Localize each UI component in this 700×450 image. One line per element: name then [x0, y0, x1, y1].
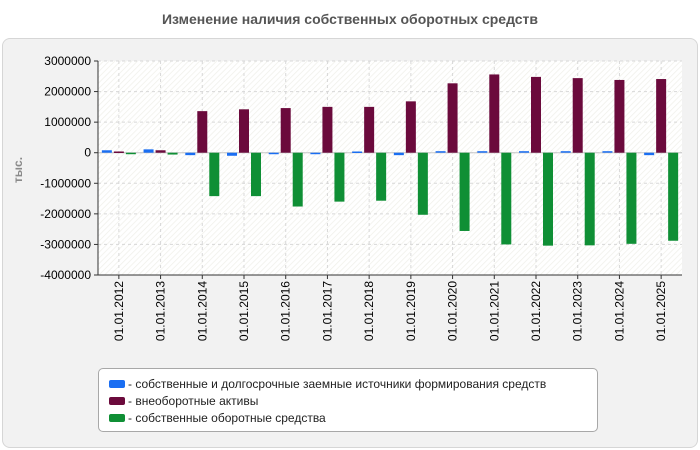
x-tick-label: 01.01.2023: [571, 281, 585, 341]
bar-fixed-assets[interactable]: [447, 83, 458, 153]
legend: - собственные и долгосрочные заемные ист…: [98, 368, 598, 432]
legend-label-working-capital: - собственные оборотные средства: [128, 410, 326, 425]
legend-swatch-fixed-assets: [109, 396, 125, 405]
bar-fixed-assets[interactable]: [197, 111, 208, 153]
y-tick-label: 1000000: [44, 115, 91, 129]
bar-fixed-assets[interactable]: [489, 74, 500, 153]
x-tick-label: 01.01.2024: [612, 281, 626, 341]
y-tick-label: -1000000: [40, 176, 91, 190]
y-tick-label: 3000000: [44, 54, 91, 68]
bar-working-capital[interactable]: [209, 152, 220, 197]
y-tick-label: -4000000: [40, 268, 91, 282]
bar-working-capital[interactable]: [626, 152, 637, 244]
y-axis-label: тыс.: [11, 156, 25, 184]
bar-working-capital[interactable]: [167, 152, 178, 155]
x-tick-label: 01.01.2015: [237, 281, 251, 341]
bar-working-capital[interactable]: [543, 152, 553, 246]
x-tick-label: 01.01.2014: [195, 281, 209, 341]
bar-working-capital[interactable]: [584, 152, 595, 246]
x-tick-label: 01.01.2016: [279, 281, 293, 341]
bar-sources[interactable]: [185, 152, 196, 156]
x-tick-label: 01.01.2021: [487, 281, 501, 341]
x-tick-label: 01.01.2018: [362, 281, 376, 341]
x-tick-label: 01.01.2020: [446, 281, 460, 341]
x-tick-label: 01.01.2017: [320, 281, 334, 341]
x-tick-label: 01.01.2019: [404, 281, 418, 341]
bar-fixed-assets[interactable]: [572, 78, 583, 153]
y-tick-label: 0: [84, 146, 91, 160]
y-tick-label: 2000000: [44, 85, 91, 99]
bar-sources[interactable]: [393, 152, 404, 156]
bar-fixed-assets[interactable]: [113, 151, 124, 153]
bar-sources[interactable]: [644, 152, 655, 156]
bar-sources[interactable]: [519, 151, 529, 153]
bar-fixed-assets[interactable]: [239, 109, 249, 153]
bar-working-capital[interactable]: [668, 152, 679, 241]
bar-sources[interactable]: [435, 151, 446, 153]
legend-item-sources[interactable]: - собственные и долгосрочные заемные ист…: [109, 375, 597, 392]
plot-area: [98, 61, 682, 275]
y-tick-label: -3000000: [40, 237, 91, 251]
bar-sources[interactable]: [310, 152, 321, 155]
bar-fixed-assets[interactable]: [656, 79, 667, 153]
legend-swatch-working-capital: [109, 413, 125, 422]
bar-sources[interactable]: [268, 152, 279, 155]
bar-working-capital[interactable]: [459, 152, 470, 231]
y-tick-label: -2000000: [40, 207, 91, 221]
bar-sources[interactable]: [560, 151, 571, 153]
bar-fixed-assets[interactable]: [364, 106, 375, 153]
legend-swatch-sources: [109, 379, 125, 388]
bar-working-capital[interactable]: [501, 152, 512, 245]
bar-sources[interactable]: [227, 152, 237, 156]
bar-sources[interactable]: [602, 151, 613, 153]
bar-sources[interactable]: [101, 150, 112, 153]
bar-working-capital[interactable]: [251, 152, 261, 197]
bar-sources[interactable]: [477, 151, 488, 153]
bar-fixed-assets[interactable]: [280, 108, 291, 153]
bar-working-capital[interactable]: [417, 152, 428, 215]
bar-fixed-assets[interactable]: [405, 101, 416, 153]
chart-title: Изменение наличия собственных оборотных …: [161, 11, 539, 27]
legend-item-working-capital[interactable]: - собственные оборотные средства: [109, 409, 597, 426]
bar-working-capital[interactable]: [125, 152, 136, 155]
bar-fixed-assets[interactable]: [322, 106, 333, 153]
bar-working-capital[interactable]: [376, 152, 387, 201]
bar-sources[interactable]: [352, 151, 363, 153]
bar-fixed-assets[interactable]: [155, 150, 166, 153]
legend-label-sources: - собственные и долгосрочные заемные ист…: [128, 376, 547, 391]
legend-item-fixed-assets[interactable]: - внеоборотные активы: [109, 392, 597, 409]
x-tick-label: 01.01.2025: [654, 281, 668, 341]
legend-label-fixed-assets: - внеоборотные активы: [128, 393, 259, 408]
bar-working-capital[interactable]: [334, 152, 345, 202]
bar-fixed-assets[interactable]: [614, 79, 625, 153]
bar-fixed-assets[interactable]: [531, 76, 541, 153]
x-tick-label: 01.01.2012: [112, 281, 126, 341]
x-tick-label: 01.01.2022: [529, 281, 543, 341]
x-tick-label: 01.01.2013: [154, 281, 168, 341]
bar-working-capital[interactable]: [292, 152, 303, 207]
bar-sources[interactable]: [143, 149, 154, 153]
